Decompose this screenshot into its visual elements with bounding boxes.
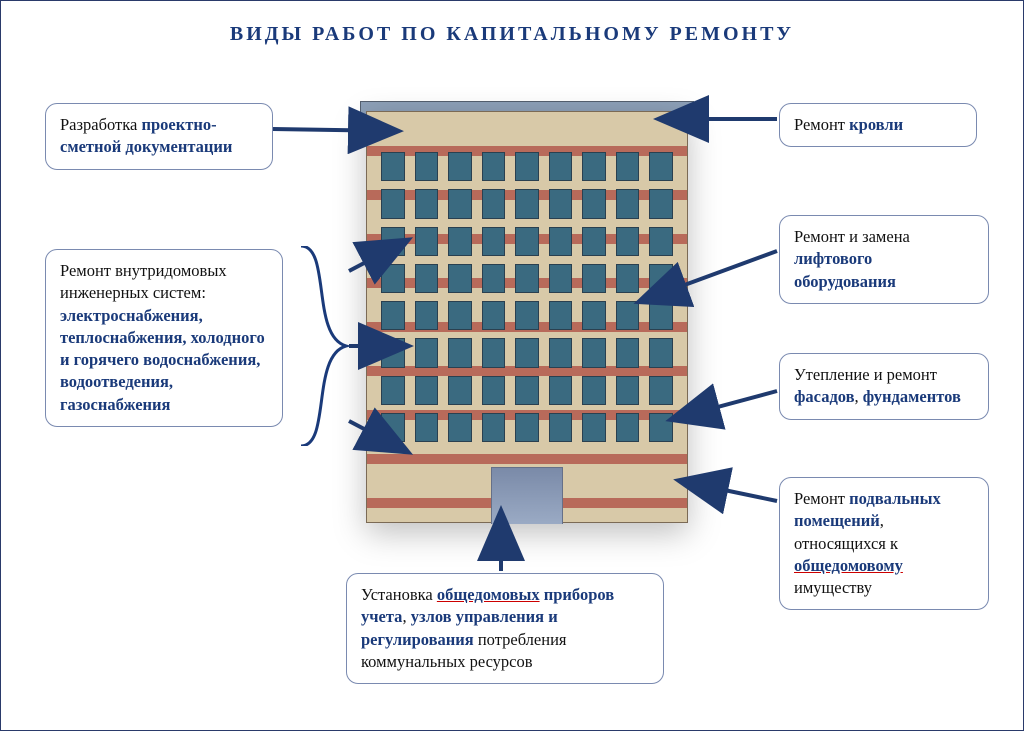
brace-icon (291, 246, 349, 446)
callout-psd: Разработка проектно-сметной документации (45, 103, 273, 170)
callout-meter: Установка общедомовых приборов учета, уз… (346, 573, 664, 684)
callout-roof: Ремонт кровли (779, 103, 977, 147)
callout-facade: Утепление и ремонт фасадов, фундаментов (779, 353, 989, 420)
building-illustration (366, 91, 686, 521)
building-windows (381, 152, 673, 442)
page-title: ВИДЫ РАБОТ ПО КАПИТАЛЬНОМУ РЕМОНТУ (1, 23, 1023, 46)
callout-lift: Ремонт и замена лифтового оборудования (779, 215, 989, 304)
callout-eng: Ремонт внутридомовых инженерных систем: … (45, 249, 283, 427)
callout-basement: Ремонт подвальных помещений, относящихся… (779, 477, 989, 610)
